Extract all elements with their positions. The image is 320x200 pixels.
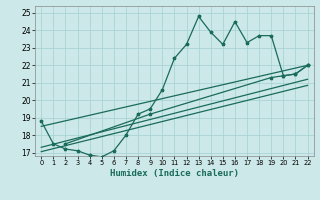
X-axis label: Humidex (Indice chaleur): Humidex (Indice chaleur) — [110, 169, 239, 178]
